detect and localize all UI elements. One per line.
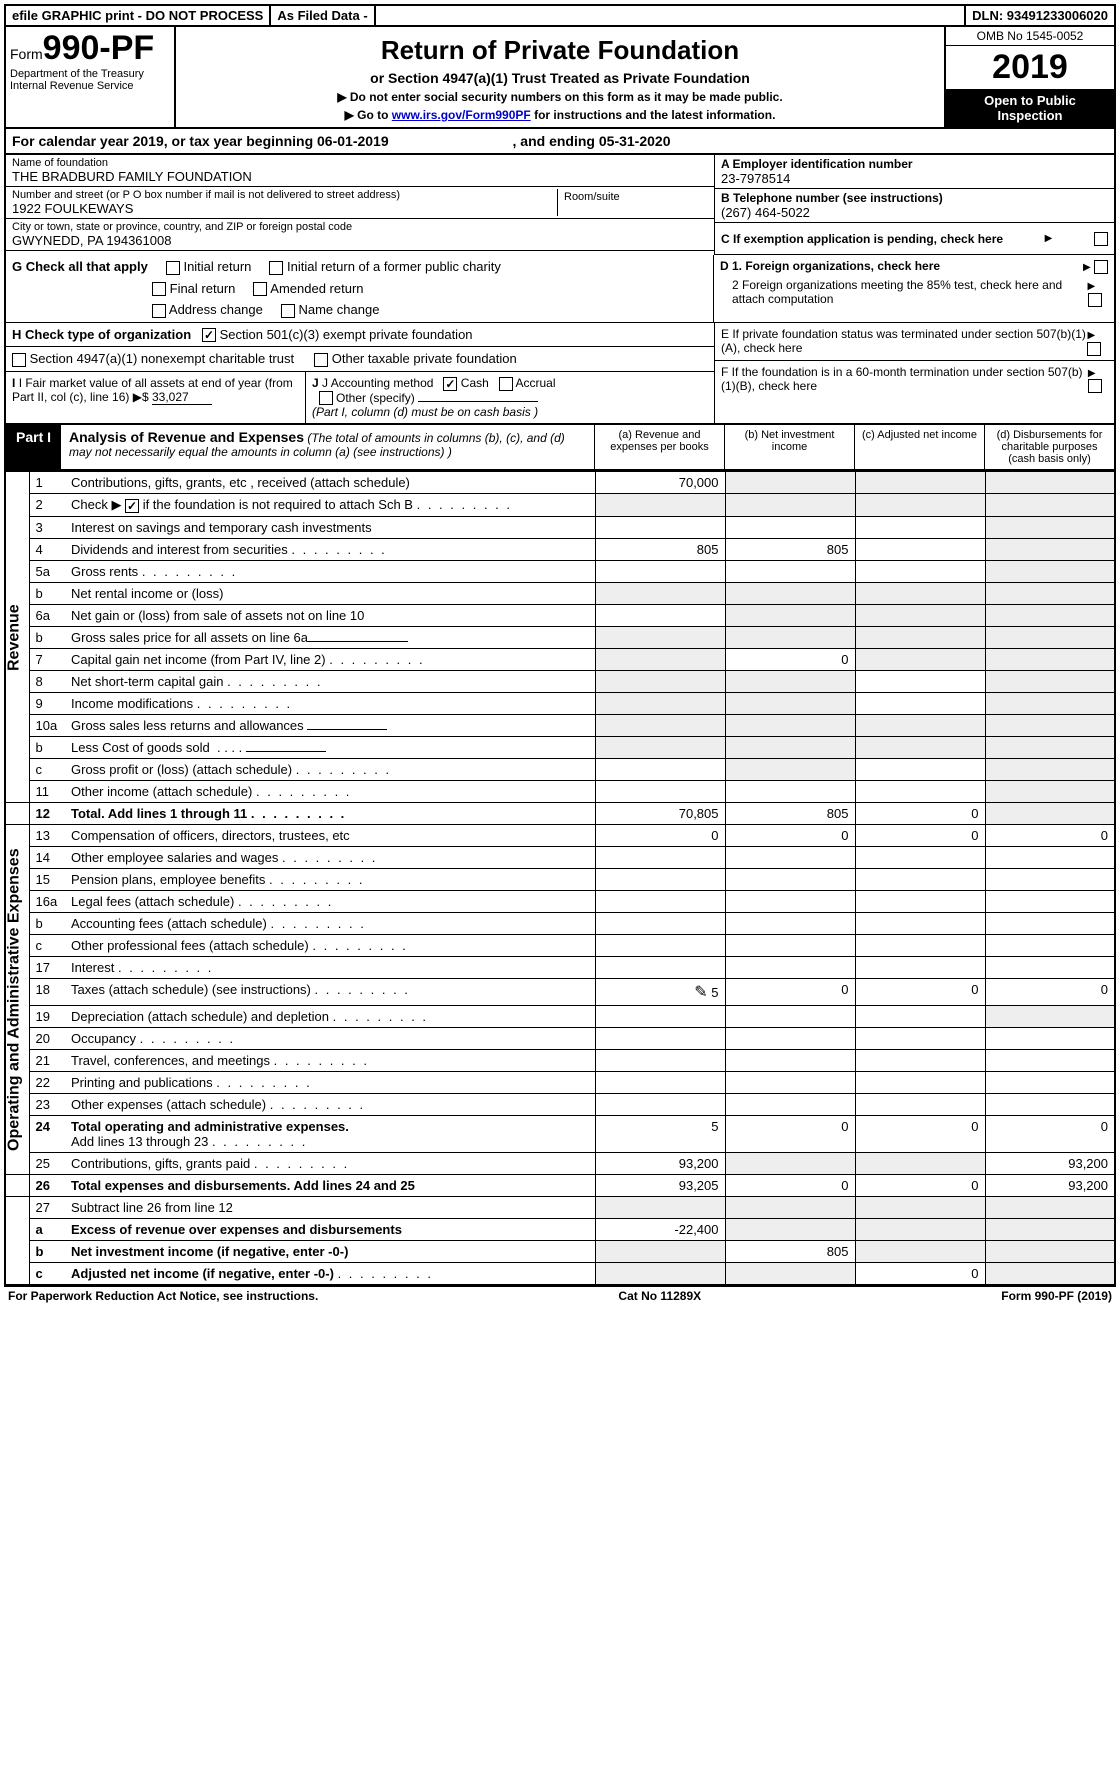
ein-cell: A Employer identification number 23-7978… (715, 155, 1114, 189)
other-taxable-checkbox[interactable] (314, 353, 328, 367)
f-checkbox[interactable] (1088, 379, 1102, 393)
inspection-notice: Open to Public Inspection (946, 89, 1114, 127)
4947-checkbox[interactable] (12, 353, 26, 367)
revenue-sidelabel: Revenue (5, 472, 29, 803)
section-g-d: G Check all that apply Initial return In… (4, 255, 1116, 323)
paperwork-notice: For Paperwork Reduction Act Notice, see … (8, 1289, 318, 1303)
begin-date: 06-01-2019 (317, 133, 389, 149)
instruction-2: ▶ Go to www.irs.gov/Form990PF for instru… (180, 108, 940, 122)
form-subtitle: or Section 4947(a)(1) Trust Treated as P… (180, 70, 940, 86)
address-row: Number and street (or P O box number if … (6, 187, 714, 219)
amended-return-checkbox[interactable] (253, 282, 267, 296)
fmv-value: 33,027 (152, 390, 212, 405)
form-number: 990-PF (43, 29, 155, 67)
exemption-cell: C If exemption application is pending, c… (715, 223, 1114, 255)
street-address: 1922 FOULKEWAYS (12, 201, 557, 216)
initial-former-checkbox[interactable] (269, 261, 283, 275)
part1-desc: Analysis of Revenue and Expenses (The to… (61, 425, 594, 469)
footer: For Paperwork Reduction Act Notice, see … (4, 1286, 1116, 1305)
dln: DLN: 93491233006020 (966, 6, 1114, 25)
foundation-name: THE BRADBURD FAMILY FOUNDATION (12, 169, 708, 184)
final-return-checkbox[interactable] (152, 282, 166, 296)
irs-link[interactable]: www.irs.gov/Form990PF (392, 108, 531, 122)
part1-header: Part I Analysis of Revenue and Expenses … (4, 425, 1116, 471)
exemption-checkbox[interactable] (1094, 232, 1108, 246)
cash-checkbox[interactable]: ✓ (443, 377, 457, 391)
entity-info: Name of foundation THE BRADBURD FAMILY F… (4, 155, 1116, 255)
form-id-block: Form990-PF Department of the Treasury In… (6, 27, 176, 127)
col-d-head: (d) Disbursements for charitable purpose… (984, 425, 1114, 469)
other-method-checkbox[interactable] (319, 391, 333, 405)
section-h-i-j: H Check type of organization ✓ Section 5… (4, 323, 1116, 426)
part1-table: Revenue 1Contributions, gifts, grants, e… (4, 471, 1116, 1286)
form-ref: Form 990-PF (2019) (1001, 1289, 1112, 1303)
irs-label: Internal Revenue Service (10, 80, 170, 92)
accrual-checkbox[interactable] (499, 377, 513, 391)
instruction-1: ▶ Do not enter social security numbers o… (180, 90, 940, 104)
ein: 23-7978514 (721, 171, 1108, 186)
spacer (376, 6, 966, 25)
efile-notice: efile GRAPHIC print - DO NOT PROCESS (6, 6, 271, 25)
name-change-checkbox[interactable] (281, 304, 295, 318)
col-b-head: (b) Net investment income (724, 425, 854, 469)
part1-label: Part I (6, 425, 61, 469)
schb-checkbox[interactable]: ✓ (125, 499, 139, 513)
col-a-head: (a) Revenue and expenses per books (594, 425, 724, 469)
city-cell: City or town, state or province, country… (6, 219, 714, 251)
initial-return-checkbox[interactable] (166, 261, 180, 275)
year-block: OMB No 1545-0052 2019 Open to Public Ins… (944, 27, 1114, 127)
omb-number: OMB No 1545-0052 (946, 27, 1114, 46)
cat-no: Cat No 11289X (618, 1289, 701, 1303)
i-j-row: I I Fair market value of all assets at e… (6, 372, 714, 424)
as-filed: As Filed Data - (271, 6, 375, 25)
calendar-year-row: For calendar year 2019, or tax year begi… (4, 129, 1116, 155)
expenses-sidelabel: Operating and Administrative Expenses (5, 825, 29, 1175)
h-row: H Check type of organization ✓ Section 5… (6, 323, 714, 348)
tax-year: 2019 (946, 46, 1114, 89)
foundation-name-cell: Name of foundation THE BRADBURD FAMILY F… (6, 155, 714, 187)
address-change-checkbox[interactable] (152, 304, 166, 318)
g-label: G Check all that apply (12, 259, 148, 274)
form-title: Return of Private Foundation (180, 35, 940, 66)
form-title-block: Return of Private Foundation or Section … (176, 27, 944, 127)
section-d: D 1. Foreign organizations, check here▶ … (714, 255, 1114, 322)
phone: (267) 464-5022 (721, 205, 1108, 220)
h-row2: Section 4947(a)(1) nonexempt charitable … (6, 347, 714, 372)
pencil-icon[interactable]: ✎ (694, 984, 707, 1001)
dept-treasury: Department of the Treasury (10, 68, 170, 80)
501c3-checkbox[interactable]: ✓ (202, 328, 216, 342)
d1-checkbox[interactable] (1094, 260, 1108, 274)
d2-checkbox[interactable] (1088, 293, 1102, 307)
col-c-head: (c) Adjusted net income (854, 425, 984, 469)
end-date: 05-31-2020 (599, 133, 671, 149)
city-zip: GWYNEDD, PA 194361008 (12, 233, 708, 248)
e-checkbox[interactable] (1087, 342, 1101, 356)
top-bar: efile GRAPHIC print - DO NOT PROCESS As … (4, 4, 1116, 27)
form-header: Form990-PF Department of the Treasury In… (4, 27, 1116, 129)
form-word: Form (10, 46, 43, 62)
phone-cell: B Telephone number (see instructions) (2… (715, 189, 1114, 223)
